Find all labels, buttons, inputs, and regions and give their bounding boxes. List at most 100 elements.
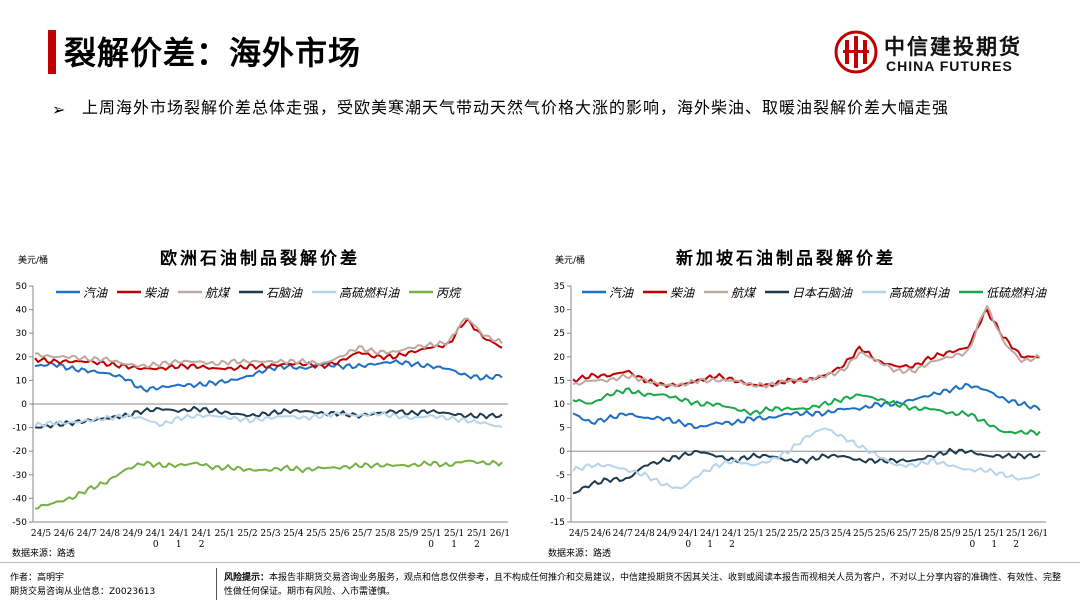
y-tick-label: 35 xyxy=(554,282,565,292)
x-tick-label: 24/8 xyxy=(634,529,654,539)
y-tick-label: -50 xyxy=(12,518,27,528)
x-tick-label: 24/9 xyxy=(656,529,676,539)
x-tick-label: 24/7 xyxy=(77,529,97,539)
x-tick-label: 24/6 xyxy=(591,529,611,539)
x-tick-label: 25/1 0 xyxy=(421,529,441,550)
y-tick-label: 15 xyxy=(554,376,565,386)
y-tick-label: -40 xyxy=(12,494,27,504)
legend-label-2: 航煤 xyxy=(205,286,231,300)
x-tick-label: 26/1 xyxy=(490,529,510,539)
legend-label-0: 汽油 xyxy=(83,286,108,300)
logo-chinese-name: 中信建投期货 xyxy=(884,35,1022,59)
x-tick-label: 24/1 1 xyxy=(700,529,720,550)
x-tick-label: 24/5 xyxy=(31,529,51,539)
x-tick-label: 25/9 xyxy=(940,529,960,539)
legend-label-1: 柴油 xyxy=(144,286,169,300)
footer-divider xyxy=(0,562,1080,563)
title-accent-bar xyxy=(48,30,56,74)
legend-label-2: 航煤 xyxy=(731,286,757,300)
y-tick-label: -15 xyxy=(550,518,565,528)
x-tick-label: 25/5 xyxy=(306,529,326,539)
y-tick-label: -10 xyxy=(12,424,27,434)
series-line-3 xyxy=(572,447,1041,495)
legend-label-3: 石脑油 xyxy=(266,286,303,300)
chart2-title: 新加坡石油制品裂解价差 xyxy=(676,249,896,269)
bullet-arrow-icon: ➢ xyxy=(52,100,66,119)
x-tick-label: 25/5 xyxy=(853,529,873,539)
x-tick-label: 25/1 xyxy=(744,529,764,539)
y-tick-label: -10 xyxy=(550,494,565,504)
legend-label-0: 汽油 xyxy=(609,286,634,300)
chart2-unit-label: 美元/桶 xyxy=(555,256,586,266)
x-tick-label: 24/1 2 xyxy=(192,529,212,550)
series-line-0 xyxy=(572,382,1041,429)
y-tick-label: 50 xyxy=(16,282,28,292)
y-tick-label: 25 xyxy=(554,329,565,339)
summary-bullet: 上周海外市场裂解价差总体走强，受欧美寒潮天气带动天然气价格大涨的影响，海外柴油、… xyxy=(82,98,950,117)
europe-crack-spread-chart: -50 -40 -30 -20 -10 0 10 20 30 40 50 24/5 24/6 24/7 24… xyxy=(12,282,510,550)
y-tick-label: -20 xyxy=(12,447,27,457)
legend-label-5: 丙烷 xyxy=(436,286,462,300)
series-line-5 xyxy=(34,459,503,510)
x-tick-label: 24/7 xyxy=(613,529,633,539)
x-tick-label: 25/7 xyxy=(897,529,917,539)
x-tick-label: 24/9 xyxy=(123,529,143,539)
chart1-unit-label: 美元/桶 xyxy=(18,256,49,266)
page-title: 裂解价差：海外市场 xyxy=(64,34,362,72)
series-line-1 xyxy=(572,308,1041,389)
y-tick-label: 30 xyxy=(554,306,566,316)
legend-label-1: 柴油 xyxy=(670,286,695,300)
x-tick-label: 25/8 xyxy=(375,529,395,539)
x-tick-label: 24/5 xyxy=(569,529,589,539)
x-tick-label: 25/1 2 xyxy=(1006,529,1026,550)
x-tick-label: 24/1 0 xyxy=(678,529,698,550)
footer-risk-text: 本报告非期货交易咨询业务服务，观点和信息仅供参考，且不构成任何推介和交易建议，中… xyxy=(224,573,1062,597)
chart2-source: 数据来源：路透 xyxy=(548,549,612,559)
x-tick-label: 24/6 xyxy=(54,529,74,539)
y-tick-label: -5 xyxy=(556,471,565,481)
y-tick-label: 40 xyxy=(16,306,28,316)
x-tick-label: 25/6 xyxy=(875,529,895,539)
y-tick-label: -30 xyxy=(12,471,27,481)
y-tick-label: 0 xyxy=(21,400,27,410)
legend-label-5: 低硫燃料油 xyxy=(986,286,1047,300)
x-tick-label: 25/4 xyxy=(283,529,303,539)
logo-english-name: CHINA FUTURES xyxy=(886,58,1013,74)
chart1-title: 欧洲石油制品裂解价差 xyxy=(160,249,360,269)
x-tick-label: 25/2 xyxy=(766,529,786,539)
series-line-4 xyxy=(34,410,503,428)
company-logo: 中信建投期货 CHINA FUTURES xyxy=(834,30,1034,76)
x-tick-label: 25/2 xyxy=(237,529,257,539)
y-tick-label: 30 xyxy=(16,329,28,339)
x-tick-label: 25/1 1 xyxy=(984,529,1004,550)
x-tick-label: 25/1 2 xyxy=(467,529,487,550)
y-tick-label: 10 xyxy=(16,376,28,386)
footer-author: 作者：高明宇 xyxy=(10,573,65,583)
x-tick-label: 25/4 xyxy=(831,529,851,539)
x-tick-label: 25/2 xyxy=(787,529,807,539)
x-tick-label: 25/9 xyxy=(398,529,418,539)
x-tick-label: 26/1 xyxy=(1028,529,1048,539)
legend-label-4: 高硫燃料油 xyxy=(889,286,950,300)
x-tick-label: 25/8 xyxy=(919,529,939,539)
y-tick-label: 0 xyxy=(559,447,565,457)
footer-risk-label: 风险提示： xyxy=(224,573,270,583)
x-tick-label: 25/1 xyxy=(214,529,234,539)
footer-license: 期货交易咨询从业信息：Z0023613 xyxy=(10,587,156,597)
y-tick-label: 5 xyxy=(559,424,565,434)
footer-separator xyxy=(216,568,217,600)
footer-risk-disclaimer: 风险提示：本报告非期货交易咨询业务服务，观点和信息仅供参考，且不构成任何推介和交… xyxy=(224,571,1064,599)
footer-author-block: 作者：高明宇 期货交易咨询从业信息：Z0023613 xyxy=(10,571,155,599)
y-tick-label: 20 xyxy=(16,353,28,363)
series-line-5 xyxy=(572,387,1041,436)
series-line-4 xyxy=(572,427,1041,490)
series-line-2 xyxy=(34,317,503,369)
y-tick-label: 10 xyxy=(554,400,566,410)
x-tick-label: 25/3 xyxy=(260,529,280,539)
citic-logo-icon xyxy=(834,30,878,74)
x-tick-label: 25/6 xyxy=(329,529,349,539)
x-tick-label: 25/1 1 xyxy=(444,529,464,550)
x-tick-label: 25/3 xyxy=(809,529,829,539)
legend-label-4: 高硫燃料油 xyxy=(339,286,400,300)
